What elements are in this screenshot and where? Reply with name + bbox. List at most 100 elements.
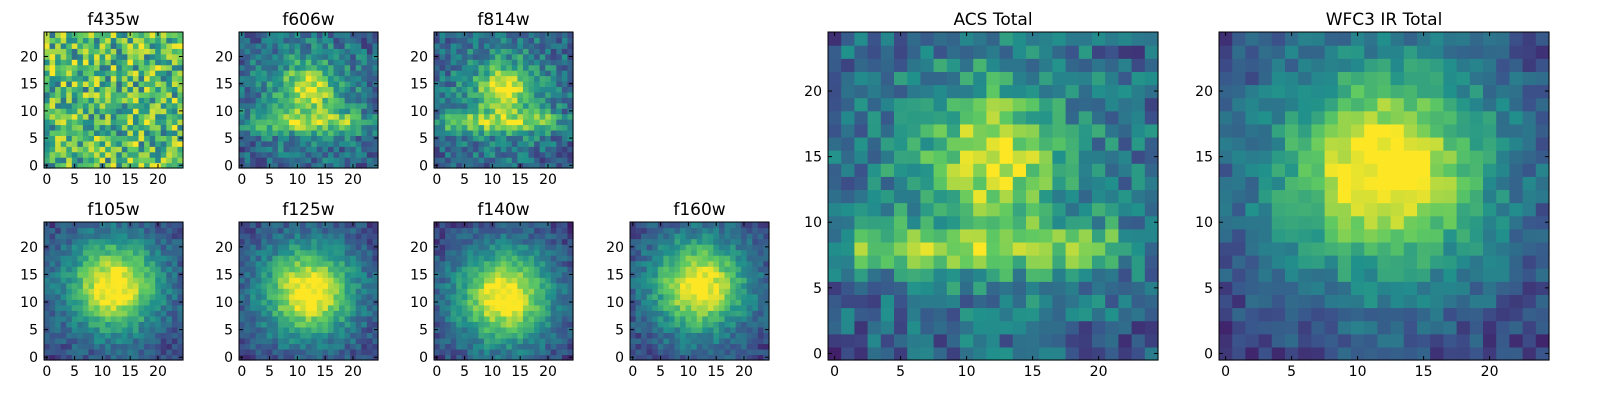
heatmap-cell [685, 293, 692, 300]
heatmap-cell [350, 332, 357, 339]
heatmap-cell [55, 348, 62, 356]
heatmap-cell [567, 59, 574, 66]
heatmap-cell [355, 293, 362, 300]
heatmap-cell [283, 113, 290, 120]
heatmap-cell [116, 343, 123, 350]
heatmap-cell [55, 113, 62, 120]
heatmap-cell [522, 249, 530, 256]
heatmap-cell [478, 277, 485, 284]
heatmap-cell [289, 299, 296, 306]
heatmap-cell [561, 266, 569, 273]
heatmap-cell [105, 59, 112, 66]
heatmap-cell [327, 129, 335, 136]
heatmap-cell [539, 288, 546, 295]
heatmap-cell [160, 293, 167, 300]
heatmap-cell [635, 260, 642, 267]
heatmap-cell [155, 124, 162, 131]
heatmap-cell [545, 293, 552, 300]
heatmap-cell [77, 124, 84, 131]
heatmap-cell [894, 320, 908, 335]
heatmap-cell [333, 64, 340, 71]
heatmap-cell [528, 108, 535, 115]
heatmap-cell [244, 119, 251, 126]
heatmap-cell [495, 348, 502, 356]
heatmap-cell [550, 293, 557, 300]
heatmap-cell [155, 310, 162, 317]
heatmap-cell [372, 91, 379, 98]
heatmap-cell [121, 354, 128, 361]
heatmap-cell [445, 304, 452, 311]
heatmap-cell [894, 163, 908, 177]
heatmap-cell [316, 249, 323, 256]
heatmap-cell [484, 282, 491, 289]
heatmap-cell [517, 119, 524, 126]
heatmap-cell [495, 227, 502, 234]
heatmap-cell [461, 337, 468, 345]
heatmap-cell [1105, 333, 1119, 348]
heatmap-cell [495, 238, 502, 245]
heatmap-cell [867, 268, 882, 282]
heatmap-cell [272, 32, 279, 39]
heatmap-cell [680, 348, 687, 356]
heatmap-cell [350, 157, 357, 164]
heatmap-cell [132, 255, 140, 262]
heatmap-cell [88, 227, 95, 234]
heatmap-cell [355, 315, 362, 322]
heatmap-cell [116, 288, 123, 295]
heatmap-cell [472, 233, 480, 240]
heatmap-cell [445, 288, 452, 295]
heatmap-cell [489, 80, 496, 87]
heatmap-cell [1144, 320, 1159, 335]
heatmap-cell [657, 288, 664, 295]
heatmap-cell [272, 304, 279, 311]
heatmap-cell [511, 86, 518, 93]
heatmap-cell [880, 176, 895, 191]
heatmap-cell [894, 241, 908, 256]
heatmap-cell [155, 348, 162, 356]
heatmap-cell [933, 176, 948, 191]
heatmap-cell [60, 70, 67, 77]
heatmap-cell [456, 75, 463, 82]
y-tick-label: 15 [215, 77, 233, 93]
heatmap-cell [60, 348, 67, 356]
heatmap-cell [339, 304, 346, 311]
heatmap-cell [283, 48, 290, 55]
heatmap-cell [322, 37, 329, 44]
heatmap-cell [696, 255, 703, 262]
heatmap-cell [663, 244, 670, 251]
heatmap-cell [461, 271, 468, 278]
heatmap-cell [472, 266, 480, 273]
heatmap-cell [132, 157, 140, 164]
heatmap-cell [300, 304, 307, 311]
heatmap-cell [522, 157, 530, 164]
heatmap-cell [316, 53, 323, 60]
heatmap-cell [132, 304, 140, 311]
heatmap-cell [339, 332, 346, 339]
heatmap-cell [77, 310, 84, 317]
heatmap-cell [500, 102, 507, 109]
heatmap-cell [272, 157, 279, 164]
heatmap-cell [82, 348, 90, 356]
heatmap-cell [741, 326, 748, 333]
heatmap-cell [361, 42, 368, 49]
heatmap-cell [116, 53, 123, 60]
heatmap-cell [77, 288, 84, 295]
heatmap-cell [244, 140, 251, 147]
heatmap-cell [567, 277, 574, 284]
heatmap-cell [472, 37, 480, 44]
heatmap-cell [339, 91, 346, 98]
heatmap-cell [517, 97, 524, 104]
heatmap-cell [116, 282, 123, 289]
heatmap-cell [116, 119, 123, 126]
heatmap-cell [478, 162, 485, 169]
heatmap-cell [149, 326, 156, 333]
heatmap-cell [333, 293, 340, 300]
heatmap-cell [680, 288, 687, 295]
heatmap-cell [316, 244, 323, 251]
heatmap-cell [534, 326, 541, 333]
heatmap-cell [539, 119, 546, 126]
heatmap-cell [685, 238, 692, 245]
heatmap-cell [867, 163, 882, 177]
heatmap-cell [506, 75, 513, 82]
heatmap-cell [691, 271, 698, 278]
